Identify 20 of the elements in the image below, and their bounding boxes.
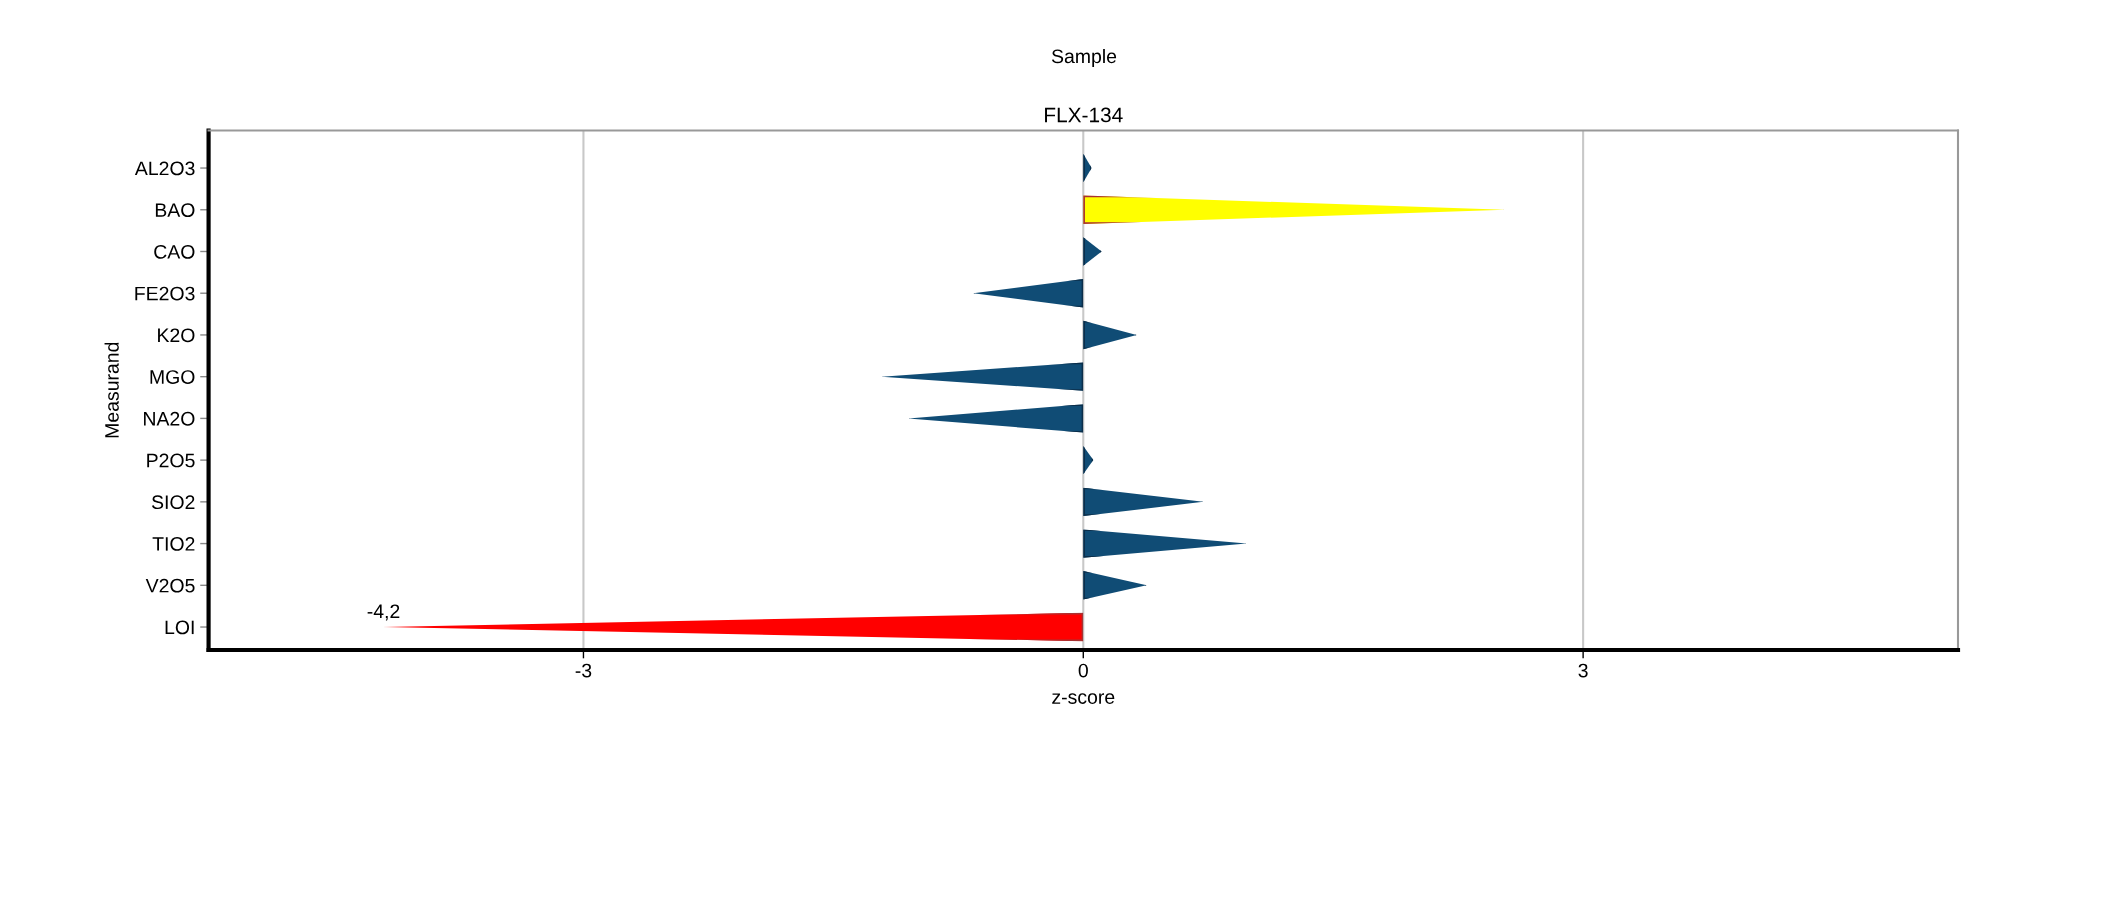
chart-title: Sample xyxy=(1051,48,1117,68)
y-tick-label: MGO xyxy=(150,370,195,384)
y-tick-label: FE2O3 xyxy=(135,286,195,301)
data-label: -4,2 xyxy=(367,604,400,621)
y-tick-label: BAO xyxy=(155,203,195,217)
y-tick-label: K2O xyxy=(158,328,195,343)
y-tick-label: P2O5 xyxy=(147,453,195,468)
x-axis-title: z-score xyxy=(1052,693,1115,704)
y-axis-title: Measurand xyxy=(104,342,119,438)
y-tick-label: CAO xyxy=(154,244,195,259)
y-tick-label: V2O5 xyxy=(145,578,195,593)
y-tick-label: TIO2 xyxy=(152,537,195,551)
x-tick-label: 0 xyxy=(1078,663,1088,678)
y-tick-label: LOI xyxy=(165,620,194,635)
y-tick-label: AL2O3 xyxy=(134,161,195,176)
y-tick-label: NA2O xyxy=(144,411,195,426)
chart-subtitle: FLX-134 xyxy=(1045,107,1123,123)
x-tick-label: -3 xyxy=(575,663,592,678)
x-tick-label: 3 xyxy=(1578,663,1588,678)
y-tick-label: SIO2 xyxy=(151,495,195,510)
